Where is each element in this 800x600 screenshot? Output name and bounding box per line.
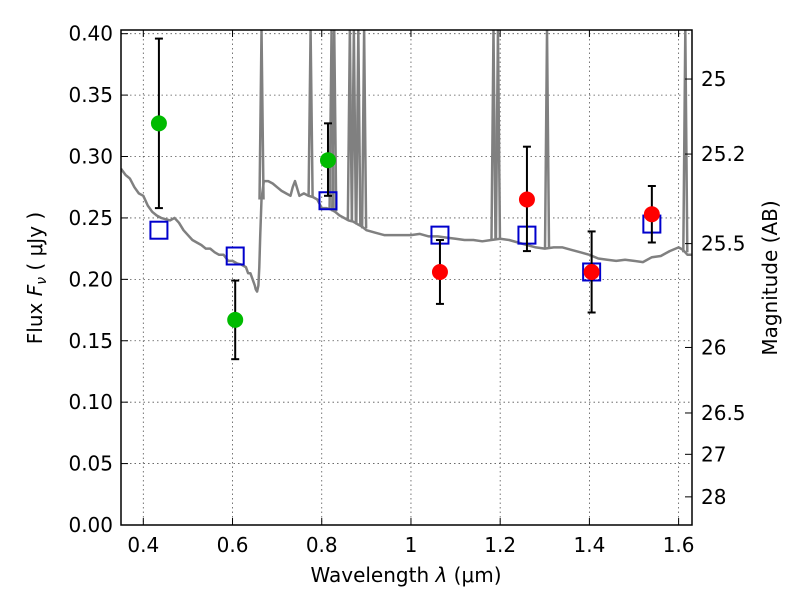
emission-line-spike bbox=[682, 30, 689, 253]
emission-line-spike bbox=[330, 30, 338, 212]
emission-line-spike bbox=[258, 30, 265, 200]
y-axis-label: Flux Fν ( μJy ) bbox=[23, 212, 50, 344]
y-tick-label: 0.05 bbox=[68, 452, 113, 476]
photometry-point bbox=[643, 206, 660, 223]
x-tick-label: 1.6 bbox=[663, 533, 695, 557]
plot-area bbox=[121, 30, 692, 361]
emission-line-spike bbox=[360, 30, 368, 229]
photometry-point bbox=[583, 263, 600, 280]
y2-tick-label: 27 bbox=[701, 442, 726, 466]
emission-line-spike bbox=[494, 30, 502, 240]
y2-tick-label: 25 bbox=[701, 67, 726, 91]
photometry-point bbox=[150, 115, 167, 132]
y2-tick-label: 25.2 bbox=[701, 142, 746, 166]
emission-line-spike bbox=[307, 30, 314, 197]
x-tick-label: 1.4 bbox=[573, 533, 605, 557]
emission-line-spike bbox=[350, 30, 358, 223]
model-flux-square bbox=[225, 246, 245, 266]
x-axis-label: Wavelength λ (μm) bbox=[310, 563, 501, 587]
y2-tick-label: 25.5 bbox=[701, 232, 746, 256]
spectrum-line bbox=[121, 168, 692, 293]
model-flux-square bbox=[149, 220, 169, 240]
y-tick-label: 0.20 bbox=[68, 267, 113, 291]
y-tick-label: 0.15 bbox=[68, 329, 113, 353]
data-series bbox=[121, 30, 692, 293]
y-tick-label: 0.40 bbox=[68, 22, 113, 46]
photometry-point bbox=[431, 263, 448, 280]
x-tick-label: 0.8 bbox=[306, 533, 338, 557]
photometry-point bbox=[319, 152, 336, 169]
grid bbox=[121, 30, 692, 526]
y-tick-label: 0.25 bbox=[68, 206, 113, 230]
y-tick-label: 0.35 bbox=[68, 83, 113, 107]
x-tick-label: 1.2 bbox=[484, 533, 516, 557]
axes-ticks: 0.4 0.6 0.8 1 1.2 1.4 1.6 0.00 0.05 0.10 0.15 0.20 0… bbox=[68, 22, 745, 557]
y2-axis-label: Magnitude (AB) bbox=[758, 200, 782, 355]
emission-line-spike bbox=[490, 30, 497, 240]
y2-tick-label: 26 bbox=[701, 335, 726, 359]
y-tick-label: 0.00 bbox=[68, 513, 113, 537]
y-tick-label: 0.30 bbox=[68, 145, 113, 169]
y2-tick-label: 28 bbox=[701, 485, 726, 509]
emission-line-spike bbox=[543, 30, 551, 249]
x-tick-label: 1 bbox=[405, 533, 418, 557]
emission-line-spike bbox=[346, 30, 354, 221]
y2-tick-label: 26.5 bbox=[701, 401, 746, 425]
x-tick-label: 0.6 bbox=[217, 533, 249, 557]
plot-frame bbox=[120, 29, 693, 526]
photometry-point bbox=[227, 311, 244, 328]
emission-line-spike bbox=[355, 30, 362, 225]
photometry-point bbox=[518, 191, 535, 208]
y-tick-label: 0.10 bbox=[68, 390, 113, 414]
x-tick-label: 0.4 bbox=[127, 533, 159, 557]
